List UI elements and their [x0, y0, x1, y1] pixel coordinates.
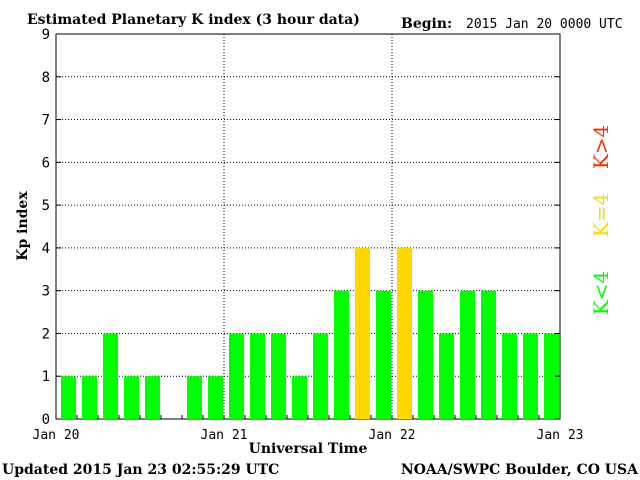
kp-bar [61, 376, 76, 419]
y-tick-label: 9 [42, 27, 50, 43]
kp-bar [271, 333, 286, 419]
kp-bar [502, 333, 517, 419]
y-axis-label: Kp index [15, 191, 31, 261]
x-tick-label: Jan 22 [369, 428, 416, 443]
kp-bar [355, 247, 370, 419]
kp-bar [481, 290, 496, 419]
bars [61, 247, 559, 419]
kp-bar [82, 376, 97, 419]
kp-bar [397, 247, 412, 419]
y-tick-label: 3 [42, 284, 50, 300]
y-tick-label: 1 [42, 369, 50, 385]
legend-item: K<4 [589, 271, 613, 315]
kp-bar [208, 376, 223, 419]
kp-bar [229, 333, 244, 419]
y-tick-label: 4 [42, 241, 50, 257]
plot-area: 0 1 2 3 4 5 6 7 8 9 Jan 20 Jan 21 Jan 22 Jan 23 [33, 27, 584, 443]
kp-bar [250, 333, 265, 419]
kp-bar [376, 290, 391, 419]
kp-bar [292, 376, 307, 419]
x-axis: Jan 20 Jan 21 Jan 22 Jan 23 [33, 415, 584, 443]
legend: K<4 K=4 K>4 [589, 125, 613, 315]
kp-bar [460, 290, 475, 419]
kp-bar [313, 333, 328, 419]
kp-bar [103, 333, 118, 419]
chart-title: Estimated Planetary K index (3 hour data… [27, 12, 360, 28]
x-tick-label: Jan 23 [537, 428, 584, 443]
x-tick-label: Jan 20 [33, 428, 80, 443]
y-tick-label: 7 [42, 113, 50, 129]
kp-bar [544, 333, 559, 419]
kp-bar [145, 376, 160, 419]
y-tick-label: 6 [42, 155, 50, 171]
x-axis-label: Universal Time [249, 441, 368, 457]
legend-item: K=4 [589, 193, 613, 237]
updated-text: Updated 2015 Jan 23 02:55:29 UTC [2, 462, 279, 478]
y-tick-label: 5 [42, 198, 50, 214]
gridlines [56, 34, 560, 419]
begin-label: Begin: [401, 16, 452, 32]
kp-bar [439, 333, 454, 419]
kp-bar [124, 376, 139, 419]
kp-bar [418, 290, 433, 419]
x-tick-label: Jan 21 [201, 428, 248, 443]
y-tick-label: 2 [42, 326, 50, 342]
kp-bar [523, 333, 538, 419]
begin-value: 2015 Jan 20 0000 UTC [466, 17, 623, 32]
kp-bar [334, 290, 349, 419]
legend-item: K>4 [589, 125, 613, 169]
source-text: NOAA/SWPC Boulder, CO USA [401, 462, 639, 478]
y-tick-label: 0 [42, 412, 50, 428]
kp-bar [187, 376, 202, 419]
y-axis: 0 1 2 3 4 5 6 7 8 9 [42, 27, 560, 428]
y-tick-label: 8 [42, 70, 50, 86]
